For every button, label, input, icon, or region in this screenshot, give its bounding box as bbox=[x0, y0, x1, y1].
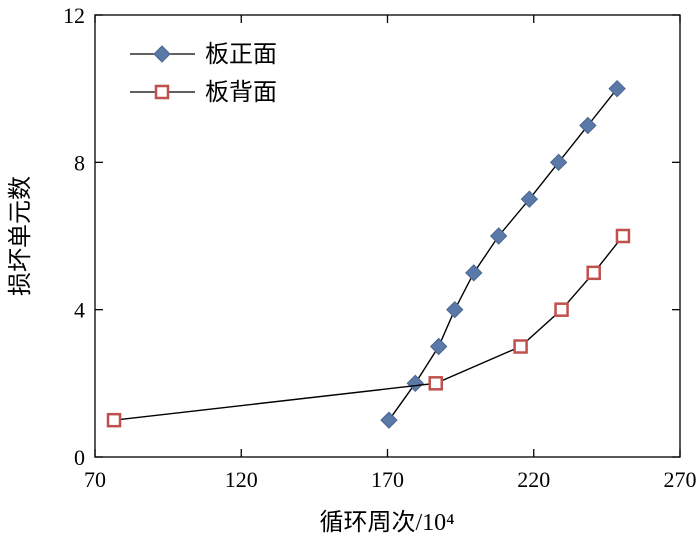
data-point-diamond bbox=[446, 300, 464, 319]
series-line-1 bbox=[113, 235, 624, 421]
series-line-0 bbox=[388, 88, 618, 421]
x-tick-label: 70 bbox=[84, 467, 106, 492]
data-point-square bbox=[554, 302, 569, 317]
plot-frame bbox=[94, 14, 681, 458]
data-point-diamond bbox=[406, 374, 424, 393]
data-point-diamond bbox=[489, 227, 508, 245]
data-point-diamond bbox=[429, 337, 448, 356]
x-tick-label: 170 bbox=[371, 467, 404, 492]
x-tick-label: 120 bbox=[225, 467, 258, 492]
data-point-diamond bbox=[579, 116, 597, 135]
y-tick-label: 0 bbox=[74, 445, 85, 470]
data-point-square bbox=[513, 339, 528, 354]
legend-marker-square bbox=[154, 84, 170, 100]
legend-label-back: 板背面 bbox=[205, 79, 277, 106]
legend: 板正面 板背面 bbox=[130, 41, 277, 106]
data-point-diamond bbox=[549, 153, 568, 172]
x-tick-label: 220 bbox=[517, 467, 550, 492]
x-tick-label: 270 bbox=[664, 467, 697, 492]
x-axis-label: 循环周次/10⁴ bbox=[319, 509, 454, 536]
legend-marker-diamond bbox=[153, 45, 171, 63]
data-point-square bbox=[586, 265, 601, 281]
y-tick-label: 8 bbox=[74, 150, 85, 175]
data-point-diamond bbox=[608, 79, 626, 98]
data-point-diamond bbox=[380, 411, 398, 429]
legend-label-front: 板正面 bbox=[205, 41, 277, 68]
series-layer bbox=[106, 79, 631, 429]
data-point-square bbox=[428, 376, 444, 391]
y-axis-label: 损坏单元数 bbox=[7, 176, 34, 296]
y-tick-label: 12 bbox=[63, 3, 85, 28]
ticks-layer: 70 120 170 220 270 0 4 8 12 bbox=[63, 3, 697, 492]
y-tick-label: 4 bbox=[74, 298, 85, 323]
data-point-square bbox=[106, 412, 122, 428]
data-point-diamond bbox=[520, 190, 539, 208]
data-point-diamond bbox=[465, 264, 483, 282]
data-point-square bbox=[615, 228, 631, 244]
